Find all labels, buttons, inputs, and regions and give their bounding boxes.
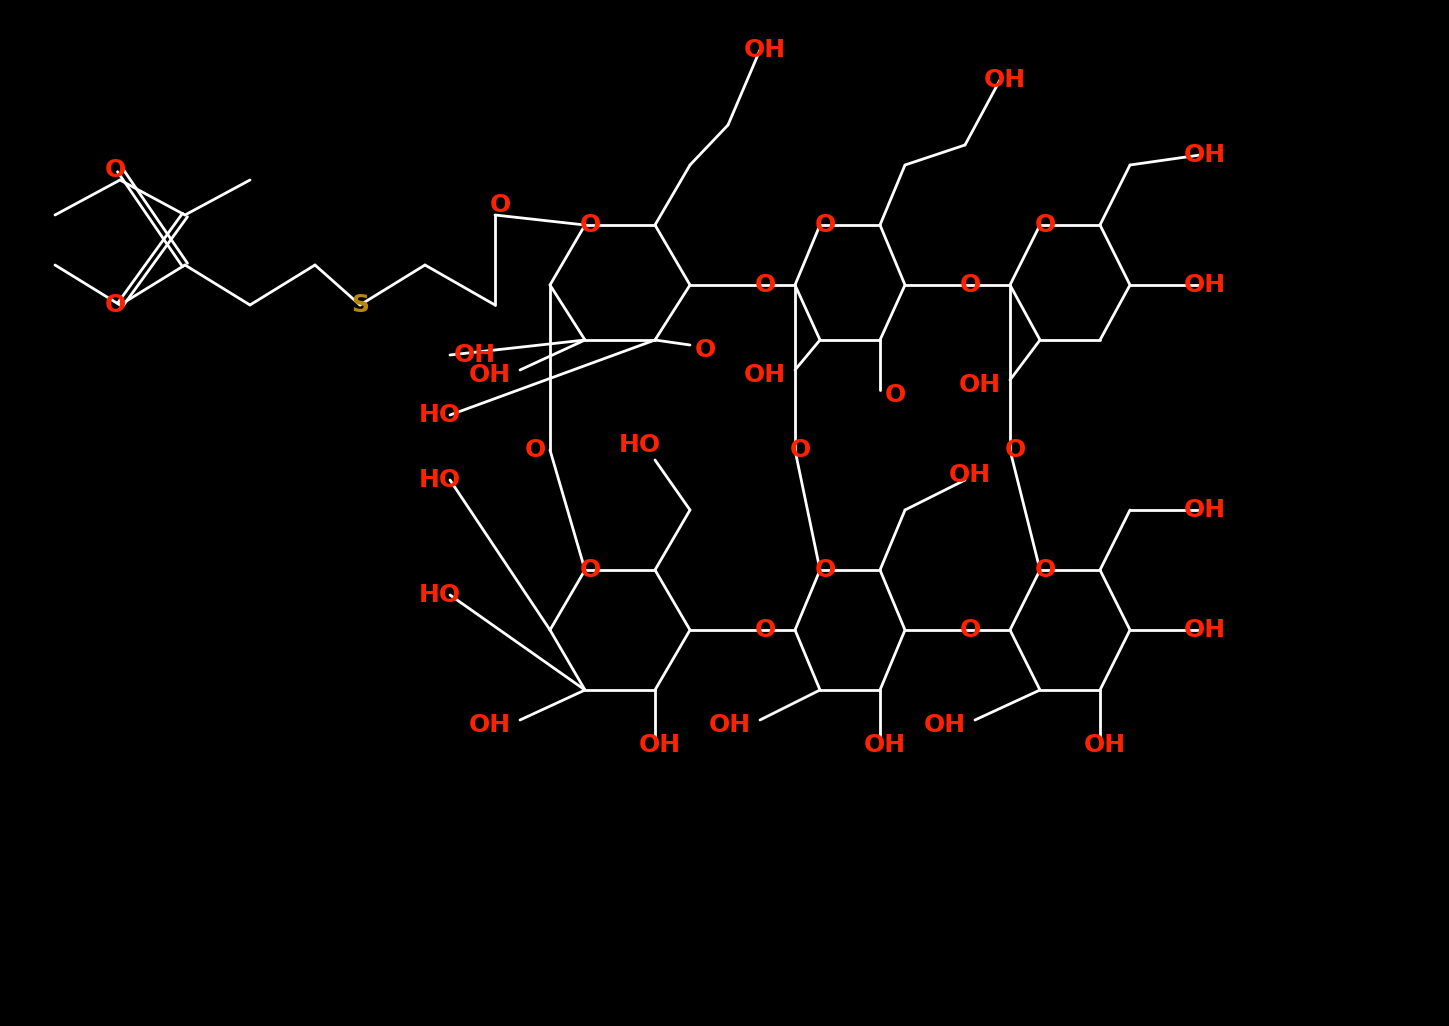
Text: OH: OH <box>743 363 785 387</box>
Text: OH: OH <box>469 713 511 737</box>
Text: OH: OH <box>959 373 1001 397</box>
Text: OH: OH <box>454 343 496 367</box>
Text: O: O <box>814 558 836 582</box>
Text: O: O <box>490 193 510 218</box>
Text: OH: OH <box>743 38 785 62</box>
Text: OH: OH <box>1184 143 1226 167</box>
Text: O: O <box>755 273 775 297</box>
Text: O: O <box>694 338 716 362</box>
Text: O: O <box>580 213 601 237</box>
Text: O: O <box>580 558 601 582</box>
Text: S: S <box>351 293 369 317</box>
Text: O: O <box>1004 438 1026 462</box>
Text: O: O <box>525 438 546 462</box>
Text: OH: OH <box>1184 273 1226 297</box>
Text: O: O <box>790 438 810 462</box>
Text: OH: OH <box>1184 618 1226 642</box>
Text: HO: HO <box>419 468 461 492</box>
Text: OH: OH <box>639 733 681 757</box>
Text: OH: OH <box>949 463 991 487</box>
Text: O: O <box>1035 213 1056 237</box>
Text: OH: OH <box>709 713 751 737</box>
Text: O: O <box>884 383 906 407</box>
Text: OH: OH <box>924 713 966 737</box>
Text: OH: OH <box>984 68 1026 92</box>
Text: O: O <box>1035 558 1056 582</box>
Text: O: O <box>959 618 981 642</box>
Text: O: O <box>755 618 775 642</box>
Text: HO: HO <box>419 403 461 427</box>
Text: O: O <box>814 213 836 237</box>
Text: HO: HO <box>619 433 661 457</box>
Text: OH: OH <box>864 733 906 757</box>
Text: O: O <box>104 293 126 317</box>
Text: OH: OH <box>469 363 511 387</box>
Text: O: O <box>104 158 126 182</box>
Text: HO: HO <box>419 583 461 607</box>
Text: O: O <box>959 273 981 297</box>
Text: OH: OH <box>1184 498 1226 522</box>
Text: OH: OH <box>1084 733 1126 757</box>
